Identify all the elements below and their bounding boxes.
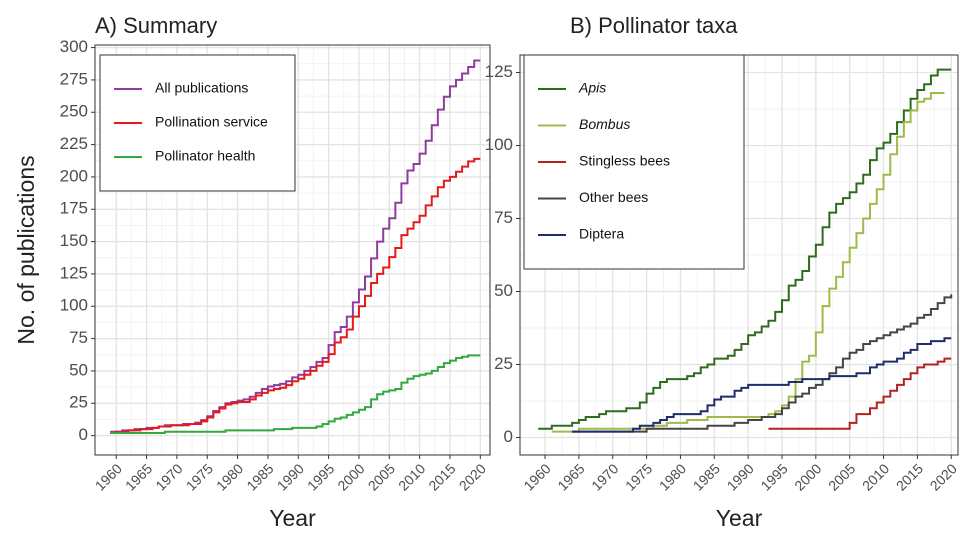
x-tick-label: 1995 bbox=[304, 460, 337, 493]
x-tick-label: 2005 bbox=[825, 460, 858, 493]
x-tick-label: 1985 bbox=[243, 460, 276, 493]
x-tick-label: 1995 bbox=[757, 460, 790, 493]
series-line bbox=[572, 294, 953, 433]
legend-label: Other bees bbox=[579, 189, 648, 205]
y-tick-label: 250 bbox=[60, 102, 88, 121]
legend-label: Bombus bbox=[579, 116, 630, 132]
legend-label: Apis bbox=[578, 80, 606, 96]
legend-label: Pollination service bbox=[155, 114, 268, 130]
y-tick-label: 200 bbox=[60, 166, 88, 185]
y-tick-label: 75 bbox=[69, 328, 88, 347]
y-tick-label: 225 bbox=[60, 134, 88, 153]
y-tick-label: 0 bbox=[504, 427, 513, 446]
x-tick-label: 1970 bbox=[152, 460, 185, 493]
y-tick-label: 300 bbox=[60, 37, 88, 56]
x-tick-label: 2020 bbox=[456, 460, 489, 493]
legend-label: Stingless bees bbox=[579, 153, 670, 169]
y-tick-label: 150 bbox=[60, 231, 88, 250]
y-tick-label: 75 bbox=[494, 208, 513, 227]
x-axis-label: Year bbox=[269, 505, 316, 531]
x-tick-label: 2000 bbox=[791, 460, 824, 493]
y-axis-label: No. of publications bbox=[13, 155, 39, 344]
series-line bbox=[110, 354, 481, 435]
x-tick-label: 1960 bbox=[520, 460, 553, 493]
y-tick-label: 50 bbox=[69, 360, 88, 379]
series-line bbox=[572, 337, 952, 433]
x-tick-label: 1970 bbox=[588, 460, 621, 493]
x-tick-label: 2020 bbox=[927, 460, 960, 493]
y-tick-label: 100 bbox=[485, 135, 513, 154]
y-tick-label: 50 bbox=[494, 281, 513, 300]
x-tick-label: 1975 bbox=[622, 460, 655, 493]
y-tick-label: 275 bbox=[60, 69, 88, 88]
legend-label: All publications bbox=[155, 80, 248, 96]
series-line bbox=[538, 68, 952, 430]
x-tick-label: 1985 bbox=[690, 460, 723, 493]
x-tick-label: 2005 bbox=[365, 460, 398, 493]
plot-border bbox=[94, 44, 491, 456]
x-tick-label: 1980 bbox=[656, 460, 689, 493]
x-tick-label: 2015 bbox=[893, 460, 926, 493]
y-tick-label: 125 bbox=[485, 62, 513, 81]
y-tick-label: 125 bbox=[60, 263, 88, 282]
x-tick-label: 1990 bbox=[724, 460, 757, 493]
chart-title: A) Summary bbox=[95, 13, 217, 38]
series-line bbox=[110, 157, 481, 435]
x-tick-label: 1975 bbox=[183, 460, 216, 493]
y-tick-label: 0 bbox=[79, 425, 88, 444]
series-line bbox=[551, 91, 945, 433]
x-tick-label: 2000 bbox=[334, 460, 367, 493]
y-tick-label: 25 bbox=[69, 393, 88, 412]
x-axis-label: Year bbox=[716, 505, 763, 531]
x-tick-label: 1980 bbox=[213, 460, 246, 493]
x-tick-label: 2015 bbox=[425, 460, 458, 493]
x-tick-label: 2010 bbox=[395, 460, 428, 493]
legend-label: Pollinator health bbox=[155, 148, 255, 164]
x-tick-label: 1965 bbox=[122, 460, 155, 493]
chart-title: B) Pollinator taxa bbox=[570, 13, 738, 38]
legend-label: Diptera bbox=[579, 226, 624, 242]
x-tick-label: 1990 bbox=[274, 460, 307, 493]
y-tick-label: 175 bbox=[60, 199, 88, 218]
y-tick-label: 100 bbox=[60, 296, 88, 315]
x-tick-label: 1960 bbox=[92, 460, 125, 493]
y-tick-label: 25 bbox=[494, 354, 513, 373]
series-line bbox=[768, 357, 952, 430]
x-tick-label: 2010 bbox=[859, 460, 892, 493]
x-tick-label: 1965 bbox=[554, 460, 587, 493]
